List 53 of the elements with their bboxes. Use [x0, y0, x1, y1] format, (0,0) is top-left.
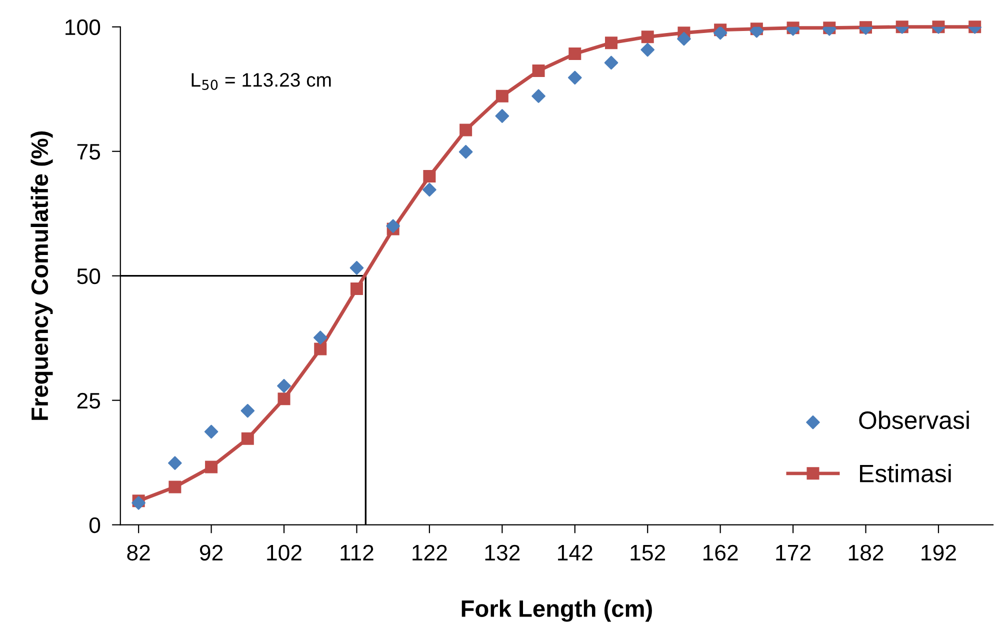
legend-label: Estimasi [860, 464, 951, 482]
point [640, 42, 655, 57]
point [168, 480, 182, 494]
annotation: L$_{50}$ = 113.23 cm [192, 73, 331, 90]
point [132, 496, 146, 510]
point [568, 70, 582, 85]
x-tick-label: 192 [922, 544, 956, 561]
x-tick-label: 172 [776, 544, 810, 560]
y-tick-label: 0 [89, 517, 100, 534]
point [532, 89, 546, 103]
y-tick-label: 25 [77, 392, 100, 409]
legend-label: Observasi [859, 410, 969, 430]
x-tick-label: 162 [703, 544, 738, 561]
point [641, 30, 654, 44]
y-axis-title: Frequency Comulatife (%) [30, 131, 53, 420]
x-tick-label: 112 [340, 544, 374, 560]
point [677, 32, 691, 46]
point [460, 124, 472, 136]
point [204, 424, 218, 439]
point [604, 36, 618, 50]
point [423, 170, 436, 183]
point [241, 432, 254, 445]
x-tick-label: 132 [485, 544, 520, 561]
y-tick-label: 50 [77, 268, 100, 284]
x-tick-label: 142 [558, 544, 592, 560]
point [278, 392, 290, 406]
point [314, 342, 327, 356]
x-tick-label: 122 [412, 544, 447, 560]
point [604, 56, 618, 70]
x-tick-label: 92 [200, 544, 223, 561]
point [313, 330, 328, 344]
point [568, 48, 582, 60]
point [496, 90, 508, 102]
point [205, 460, 218, 474]
x-tick-label: 152 [630, 544, 666, 561]
point [350, 282, 363, 296]
point [713, 26, 728, 40]
point [422, 182, 436, 197]
point [350, 260, 364, 275]
point [750, 26, 764, 38]
y-tick-label: 75 [77, 144, 100, 160]
point [495, 109, 510, 123]
point [240, 404, 255, 418]
point [458, 144, 473, 159]
point [532, 64, 545, 77]
x-tick-label: 182 [848, 544, 884, 561]
x-axis-title: Fork Length (cm) [462, 600, 652, 622]
x-tick-label: 82 [127, 544, 150, 561]
point [168, 456, 182, 470]
point [277, 378, 291, 393]
y-tick-label: 100 [66, 19, 100, 36]
point [386, 219, 400, 233]
x-tick-label: 102 [267, 544, 302, 561]
